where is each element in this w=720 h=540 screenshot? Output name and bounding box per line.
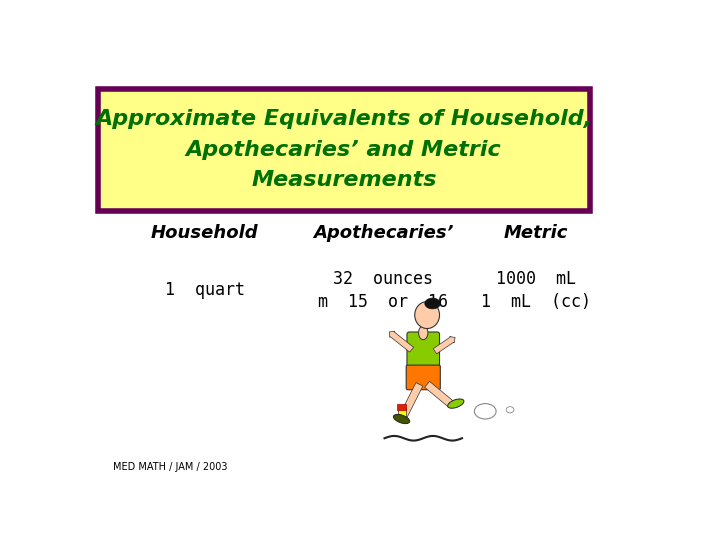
Ellipse shape <box>448 399 464 408</box>
Bar <box>398 408 406 417</box>
Ellipse shape <box>418 326 428 340</box>
Text: MED MATH / JAM / 2003: MED MATH / JAM / 2003 <box>113 462 228 472</box>
Text: 1  mL  (cc): 1 mL (cc) <box>481 293 590 311</box>
Ellipse shape <box>474 403 496 419</box>
Text: 32  ounces: 32 ounces <box>333 270 433 288</box>
Text: 1000  mL: 1000 mL <box>495 270 575 288</box>
Text: 1  quart: 1 quart <box>165 281 245 299</box>
Ellipse shape <box>393 414 410 424</box>
FancyBboxPatch shape <box>407 332 439 375</box>
Text: Approximate Equivalents of Household,: Approximate Equivalents of Household, <box>95 109 593 129</box>
Text: m  15  or  16: m 15 or 16 <box>318 293 448 311</box>
FancyArrow shape <box>390 332 413 352</box>
Ellipse shape <box>425 298 441 309</box>
Text: Household: Household <box>151 224 258 242</box>
Bar <box>397 403 406 410</box>
FancyBboxPatch shape <box>406 365 441 390</box>
Bar <box>98 90 590 211</box>
Text: Apothecaries’ and Metric: Apothecaries’ and Metric <box>186 139 502 159</box>
Ellipse shape <box>506 407 514 413</box>
FancyArrow shape <box>433 336 455 354</box>
FancyArrow shape <box>425 381 453 407</box>
Text: Apothecaries’: Apothecaries’ <box>312 224 453 242</box>
Text: Measurements: Measurements <box>251 170 436 190</box>
Ellipse shape <box>415 301 439 328</box>
Text: Metric: Metric <box>503 224 568 242</box>
FancyArrow shape <box>400 383 423 417</box>
